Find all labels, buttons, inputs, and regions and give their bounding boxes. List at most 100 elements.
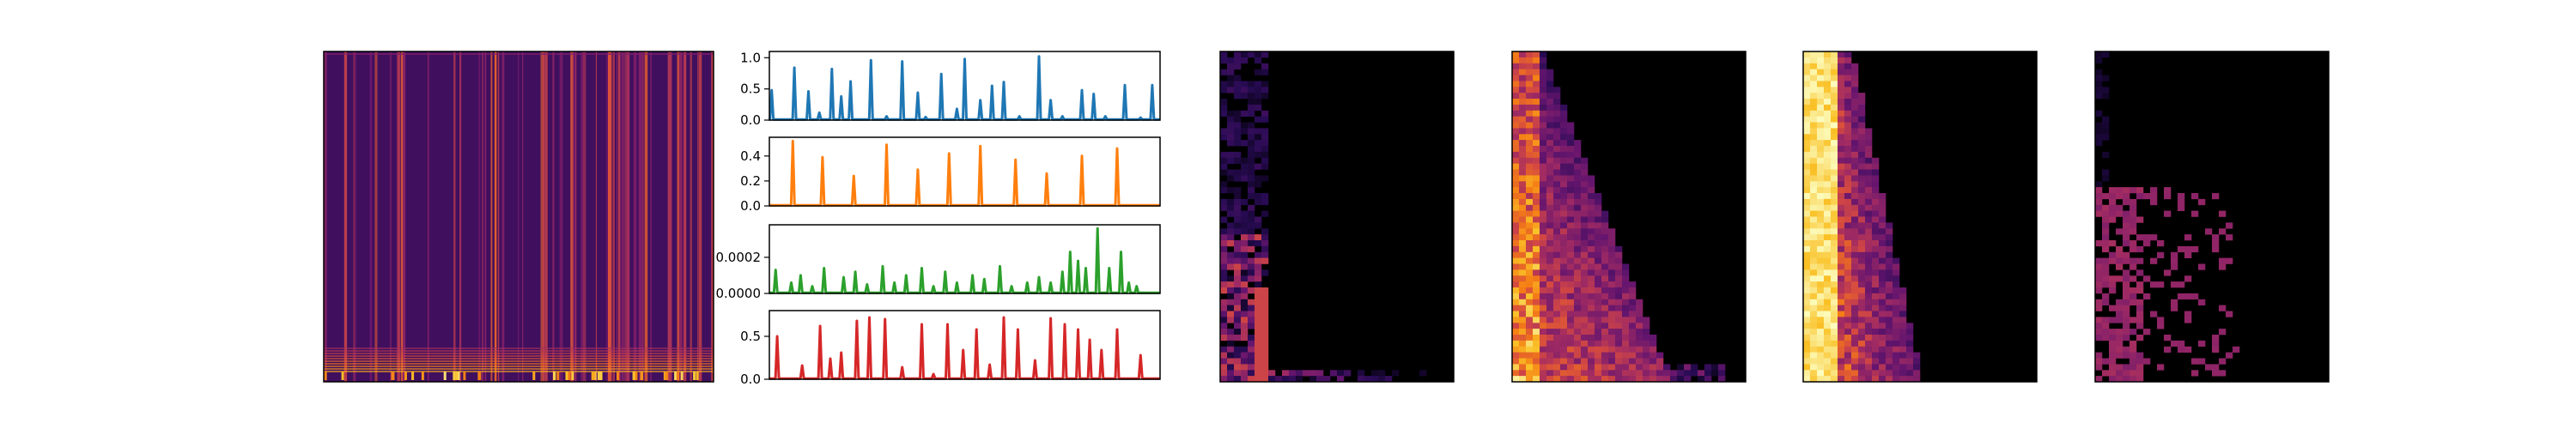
heat-cell bbox=[1851, 228, 1859, 235]
heat-cell bbox=[2136, 234, 2144, 241]
heat-cell bbox=[1817, 305, 1825, 311]
heat-cell bbox=[1588, 228, 1595, 235]
heat-cell bbox=[1851, 340, 1859, 347]
y-tick-label: 0.0000 bbox=[716, 286, 762, 301]
heat-cell bbox=[1817, 128, 1825, 135]
heat-cell bbox=[1261, 299, 1269, 305]
heat-cell bbox=[2123, 198, 2130, 206]
heat-cell bbox=[1227, 376, 1235, 383]
heat-cell bbox=[1810, 193, 1818, 200]
heat-cell bbox=[1261, 364, 1269, 371]
heat-cell bbox=[1248, 51, 1255, 58]
spectrogram-low-peak bbox=[641, 372, 643, 380]
heat-cell bbox=[1803, 275, 1811, 282]
heat-cell bbox=[1824, 69, 1832, 76]
heat-cell bbox=[1241, 335, 1249, 341]
heat-cell bbox=[1615, 340, 1623, 347]
spectrogram-band bbox=[324, 371, 714, 372]
heat-cell bbox=[2129, 329, 2137, 335]
heat-cell bbox=[1844, 140, 1852, 147]
heat-cell bbox=[1248, 175, 1255, 182]
heat-cell bbox=[1227, 340, 1235, 347]
heat-cell bbox=[1512, 193, 1520, 200]
heat-cell bbox=[1581, 281, 1589, 288]
heat-cell bbox=[1553, 198, 1561, 206]
heat-cell bbox=[1234, 157, 1242, 164]
heat-cell bbox=[1533, 63, 1540, 69]
heat-cell bbox=[1261, 198, 1269, 206]
heat-cell bbox=[1220, 335, 1228, 341]
heat-cell bbox=[1227, 228, 1235, 235]
heat-cell bbox=[1643, 340, 1650, 347]
heat-cell bbox=[1588, 311, 1595, 317]
heat-cell bbox=[1899, 352, 1907, 359]
heat-cell bbox=[1831, 57, 1838, 64]
heat-cell bbox=[1817, 169, 1825, 176]
heat-cell bbox=[1858, 163, 1866, 170]
heat-cell bbox=[1851, 329, 1859, 335]
heat-cell bbox=[1546, 335, 1554, 341]
heat-cell bbox=[1865, 287, 1873, 294]
heat-cell bbox=[2102, 299, 2110, 305]
heat-cell bbox=[1519, 116, 1527, 123]
heat-cell bbox=[2095, 87, 2103, 94]
heat-cell bbox=[1220, 104, 1228, 112]
heat-cell bbox=[1540, 299, 1547, 305]
heat-cell bbox=[1649, 370, 1657, 377]
heat-cell bbox=[1220, 187, 1228, 194]
heat-cell bbox=[1831, 51, 1838, 58]
heat-cell bbox=[1303, 370, 1310, 377]
heat-cell bbox=[1574, 376, 1582, 383]
heat-cell bbox=[1879, 305, 1886, 311]
heat-cell bbox=[1886, 370, 1893, 377]
heat-cell bbox=[1817, 75, 1825, 82]
heat-cell bbox=[1282, 376, 1290, 383]
heat-cell bbox=[1553, 352, 1561, 359]
heat-cell bbox=[1533, 234, 1540, 241]
heat-cell bbox=[1533, 140, 1540, 147]
heat-cell bbox=[1831, 87, 1838, 94]
heat-cell bbox=[1649, 352, 1657, 359]
heat-cell bbox=[1567, 281, 1575, 288]
heat-cell bbox=[1824, 245, 1832, 253]
heat-cell bbox=[1581, 311, 1589, 317]
heat-cell bbox=[1567, 317, 1575, 323]
heat-cell bbox=[1553, 287, 1561, 294]
heat-cell bbox=[1858, 329, 1866, 335]
heat-cell bbox=[1512, 57, 1520, 64]
heat-cell bbox=[1533, 222, 1540, 229]
heat-cell bbox=[1588, 222, 1595, 229]
heat-cell bbox=[1560, 134, 1568, 141]
heat-cell bbox=[1519, 305, 1527, 311]
heat-cell bbox=[1574, 151, 1582, 159]
heat-cell bbox=[1234, 293, 1242, 300]
heat-cell bbox=[2102, 151, 2110, 159]
heat-cell bbox=[1227, 222, 1235, 229]
heat-cell bbox=[1865, 193, 1873, 200]
heat-cell bbox=[1838, 257, 1845, 264]
spectrogram-top-band bbox=[324, 53, 714, 55]
heat-cell bbox=[1601, 376, 1609, 383]
heat-cell bbox=[1588, 346, 1595, 353]
heat-cell bbox=[2095, 329, 2103, 335]
heat-cell bbox=[1865, 134, 1873, 141]
heat-cell bbox=[1851, 287, 1859, 294]
heat-cell bbox=[1220, 317, 1228, 323]
heat-cell bbox=[1858, 210, 1866, 217]
heat-cell bbox=[1858, 228, 1866, 235]
heat-cell bbox=[1817, 87, 1825, 94]
heat-cell bbox=[1851, 157, 1859, 164]
heat-cell bbox=[1574, 340, 1582, 347]
heat-cell bbox=[1899, 370, 1907, 377]
heat-cell bbox=[1560, 376, 1568, 383]
heat-cell bbox=[1512, 187, 1520, 194]
heat-cell bbox=[2171, 263, 2178, 270]
heat-cell bbox=[1546, 110, 1554, 117]
heat-cell bbox=[1220, 51, 1228, 58]
heat-cell bbox=[1824, 281, 1832, 288]
heat-cell bbox=[1851, 323, 1859, 329]
heat-cell bbox=[1540, 122, 1547, 129]
heat-cell bbox=[1248, 299, 1255, 305]
heat-cell bbox=[1886, 305, 1893, 311]
heat-cell bbox=[2212, 240, 2220, 247]
